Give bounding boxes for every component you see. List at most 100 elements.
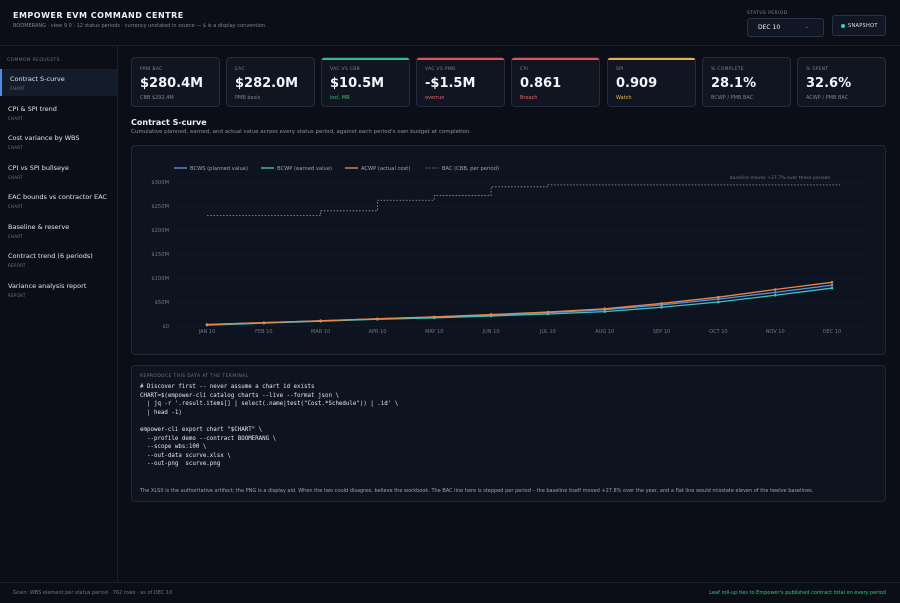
series-point [830,283,834,287]
x-tick-label: NOV 10 [766,329,785,335]
series-point [603,310,607,313]
legend-label: BCWS (planned value) [190,166,248,172]
s-curve-chart: $0 $50M $100M $150M $200M $250M $300M JAN 10 FEB… [151,166,867,335]
kpi-value: -$1.5M [425,76,476,91]
sidebar-item-label: Variance analysis report [8,282,87,290]
sidebar-item-variance-report[interactable]: Variance analysis report REPORT [0,276,117,303]
series-point [546,310,550,314]
x-tick-label: OCT 10 [709,329,727,335]
y-tick-label: $200M [151,228,169,234]
sidebar-item-cost-variance[interactable]: Cost variance by WBS CHART [0,128,117,155]
kpi-cpi: CPI 0.861 Breach [511,57,600,107]
sidebar-item-label: Baseline & reserve [8,223,70,231]
sidebar-item-type: REPORT [8,263,26,268]
kpi-accent-bar [798,58,885,60]
status-period-value: DEC 10 [758,24,781,31]
series-line [206,284,833,326]
kpi-vac-vs-cbb: VAC VS CBB $10.5M incl. MR [321,57,410,107]
status-period-label: STATUS PERIOD [747,11,788,16]
legend-label: BAC (CBB, per period) [442,166,499,172]
kpi-label: SPI [616,67,624,72]
sidebar-item-type: CHART [8,234,23,239]
sidebar-item-cpi-spi-trend[interactable]: CPI & SPI trend CHART [0,99,117,126]
code-line: --out-png scurve.png [140,461,221,468]
kpi-value: $282.0M [235,76,299,91]
x-tick-label: JAN 10 [198,329,216,335]
terminal-note: The XLSX is the authoritative artifact; … [140,488,814,494]
sidebar: COMMON REQUESTS Contract S-curve CHART C… [0,46,118,582]
kpi-label: VAC VS PMB [425,67,456,72]
kpi-label: % SPENT [806,67,829,72]
series-point [376,317,379,321]
y-tick-label: $100M [151,276,169,282]
footer-tie-out: Leaf roll-up ties to Empower's published… [709,590,886,596]
kpi-label: EAC [235,67,245,72]
x-tick-label: APR 10 [369,329,387,335]
sidebar-heading: COMMON REQUESTS [7,58,60,63]
legend-label: BCWP (earned value) [277,166,332,172]
series-point [432,315,436,319]
code-line: --out-data scurve.xlsx \ [140,452,231,459]
series-point [830,281,834,284]
footer-grain: Grain: WBS element per status period · 7… [13,590,173,596]
snapshot-button[interactable]: SNAPSHOT [832,15,886,36]
sidebar-item-type: CHART [10,86,25,91]
series-point [773,288,777,291]
kpi-value: 32.6% [806,76,852,91]
kpi-label: % COMPLETE [711,67,744,72]
sidebar-item-contract-trend[interactable]: Contract trend (6 periods) REPORT [0,246,117,273]
sidebar-item-type: CHART [8,116,23,121]
code-line: | head -1) [140,409,182,416]
kpi-value: 0.861 [520,76,562,91]
x-tick-label: DEC 10 [823,329,841,335]
kpi-label: VAC VS CBB [330,67,361,72]
sidebar-item-baseline-reserve[interactable]: Baseline & reserve CHART [0,217,117,244]
y-tick-label: $250M [151,204,169,210]
x-tick-label: MAY 10 [425,329,443,335]
kpi-accent-bar [322,58,409,60]
terminal-heading: REPRODUCE THIS DATA AT THE TERMINAL [140,374,249,379]
sidebar-item-contract-s-curve[interactable]: Contract S-curve CHART [0,69,117,96]
kpi-sub: PMB basis [235,95,261,101]
app-title: EMPOWER EVM COMMAND CENTRE [13,11,184,20]
sidebar-item-eac-bounds[interactable]: EAC bounds vs contractor EAC CHART [0,187,117,214]
kpi-sub: ACWP / PMB BAC [806,95,849,101]
kpi-value: $10.5M [330,76,385,91]
kpi-percent-complete: % COMPLETE 28.1% BCWP / PMB BAC [702,57,791,107]
sidebar-item-type: CHART [8,175,23,180]
sidebar-item-label: Contract trend (6 periods) [8,252,93,260]
code-line: # Discover first -- never assume a chart… [140,384,315,390]
code-line: CHART=$(empower-cli catalog charts --liv… [140,392,339,399]
section-title: Contract S-curve [131,118,207,127]
kpi-accent-bar [417,58,504,60]
kpi-sub: Watch [616,95,632,101]
app-subtitle: BOOMERANG · view 9 0 · 12 status periods… [13,23,265,29]
terminal-code[interactable]: # Discover first -- never assume a chart… [140,384,398,470]
series-line [206,287,833,326]
kpi-spi: SPI 0.909 Watch [607,57,696,107]
series-point [205,323,209,326]
kpi-value: 28.1% [711,76,757,91]
sidebar-item-type: CHART [8,145,23,150]
x-tick-label: JUN 10 [482,329,500,335]
series-line-bac [207,184,840,216]
code-line: --scope wbs:100 \ [140,444,207,451]
series-point [830,286,834,290]
chevron-down-icon: ⌄ [804,24,809,30]
kpi-sub: CBB $292.4M [140,95,174,101]
sidebar-item-type: CHART [8,204,23,209]
series-point [546,312,550,316]
sidebar-item-label: Cost variance by WBS [8,134,80,142]
kpi-label: PMB BAC [140,67,163,72]
sidebar-item-label: EAC bounds vs contractor EAC [8,193,107,201]
snapshot-label: SNAPSHOT [848,23,878,29]
kpi-sub: overrun [425,95,445,101]
kpi-accent-bar [132,58,219,60]
kpi-percent-spent: % SPENT 32.6% ACWP / PMB BAC [797,57,886,107]
status-period-select[interactable]: DEC 10 ⌄ [747,18,824,37]
legend-label: ACWP (actual cost) [361,166,410,172]
sidebar-item-bullseye[interactable]: CPI vs SPI bullseye CHART [0,158,117,185]
x-tick-label: MAR 10 [311,329,330,335]
kpi-accent-bar [608,58,695,60]
sidebar-item-label: CPI & SPI trend [8,105,57,113]
